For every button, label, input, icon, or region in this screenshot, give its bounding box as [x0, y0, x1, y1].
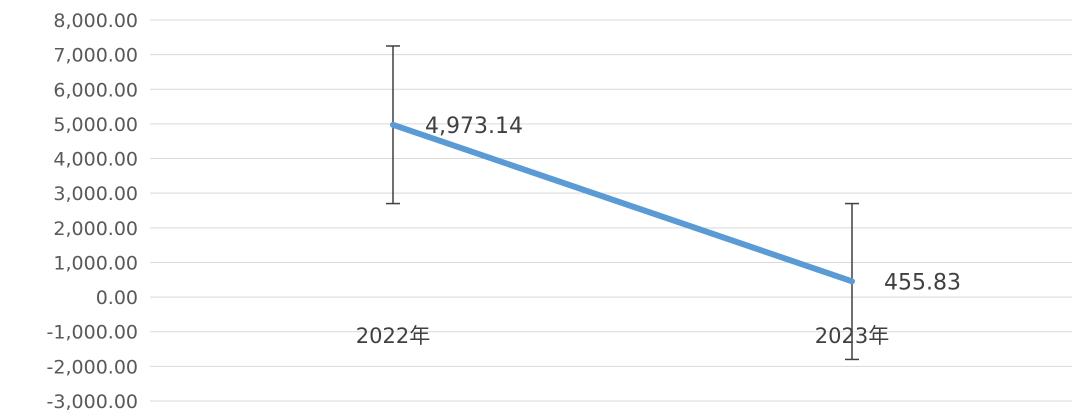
y-tick-label: 8,000.00 [53, 10, 138, 32]
x-axis-category-labels: 2022年 2023年 [356, 324, 889, 348]
data-label: 455.83 [884, 270, 961, 295]
y-tick-label: -3,000.00 [47, 391, 138, 413]
y-tick-label: 1,000.00 [53, 252, 138, 274]
data-labels: 4,973.14 455.83 [425, 114, 961, 295]
y-tick-label: 5,000.00 [53, 114, 138, 136]
y-tick-label: 3,000.00 [53, 183, 138, 205]
y-tick-label: 6,000.00 [53, 79, 138, 101]
y-tick-label: 4,000.00 [53, 149, 138, 171]
y-tick-label: 7,000.00 [53, 45, 138, 67]
series-lines [390, 121, 855, 285]
y-tick-label: -1,000.00 [47, 322, 138, 344]
gridlines [150, 19, 1072, 402]
y-tick-label: 2,000.00 [53, 218, 138, 240]
series-line [390, 121, 855, 285]
data-label: 4,973.14 [425, 114, 523, 139]
x-category-label: 2023年 [815, 324, 889, 348]
y-tick-label: -2,000.00 [47, 356, 138, 378]
x-category-label: 2022年 [356, 324, 430, 348]
y-tick-label: 0.00 [96, 287, 138, 309]
y-axis-tick-labels: 8,000.00 7,000.00 6,000.00 5,000.00 4,000.00… [47, 10, 138, 413]
